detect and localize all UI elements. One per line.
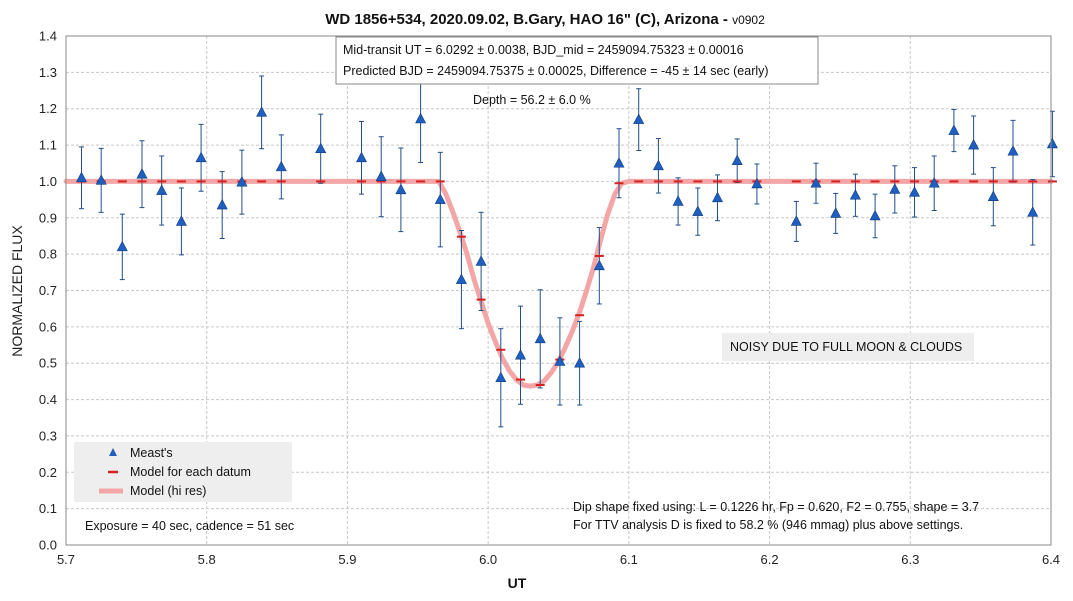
measured-point [692,205,704,216]
measured-point [1046,137,1058,149]
measured-point [95,174,107,185]
x-axis-label: UT [508,575,527,591]
x-tick-label: 6.0 [479,552,497,567]
measured-point [375,170,387,182]
measured-point [672,195,684,206]
shape-line-2: For TTV analysis D is fixed to 58.2 % (9… [573,518,963,532]
model-hires-layer [63,178,1054,389]
y-tick-labels: 0.0 0.1 0.2 0.3 0.4 0.5 0.6 0.7 0.8 0.9 1.0 1.1 1.2 1… [39,29,57,553]
measured-point [395,183,407,195]
noise-note-box [722,333,974,361]
measured-point [810,177,822,188]
measured-point [849,189,861,200]
measured-point [633,113,645,124]
x-tick-label: 6.4 [1042,552,1060,567]
measured-point [574,357,586,368]
legend-triangle-icon [109,448,117,456]
measured-point [315,142,327,154]
y-tick-label: 0.3 [39,428,57,443]
measured-point [475,255,487,266]
fit-line-2: Predicted BJD = 2459094.75375 ± 0.00025,… [343,64,769,78]
measured-point [175,215,187,226]
y-tick-label: 1.4 [39,29,57,44]
y-tick-label: 0.1 [39,501,57,516]
measured-point [455,273,467,284]
x-tick-label: 6.2 [761,552,779,567]
measured-point [515,349,527,360]
fit-results-box [335,36,819,85]
measured-point [712,191,724,203]
measured-points-layer [75,106,1058,383]
noise-note: NOISY DUE TO FULL MOON & CLOUDS [730,340,962,354]
x-tick-label: 5.8 [198,552,216,567]
y-tick-label: 0.9 [39,210,57,225]
measured-point [869,209,881,221]
measured-point [593,259,605,271]
measured-point [195,151,207,163]
depth-label: Depth = 56.2 ± 6.0 % [473,93,591,107]
measured-point [968,138,980,150]
x-tick-label: 6.1 [620,552,638,567]
x-tick-label: 5.9 [338,552,356,567]
measured-point [415,112,427,124]
measured-point [830,207,842,218]
measured-point [434,193,446,204]
y-tick-label: 0.2 [39,465,57,480]
legend-item-measured: Meast's [130,446,173,460]
measured-point [652,159,664,171]
measured-point [889,183,901,194]
measured-point [156,184,168,195]
measured-point [1007,145,1019,156]
y-tick-label: 1.1 [39,138,57,153]
y-tick-label: 0.7 [39,283,57,298]
y-tick-label: 0.4 [39,392,57,407]
y-tick-label: 1.3 [39,65,57,80]
measured-point [356,151,367,163]
chart-title: WD 1856+534, 2020.09.02, B.Gary, HAO 16"… [325,11,765,28]
measured-point [75,171,87,183]
measured-point [751,177,763,189]
x-tick-labels: 5.7 5.8 5.9 6.0 6.1 6.2 6.3 6.4 [57,552,1060,567]
y-tick-label: 0.8 [39,247,57,262]
measured-point [928,177,940,188]
measured-point [256,106,268,117]
shape-line-1: Dip shape fixed using: L = 0.1226 hr, Fp… [573,500,979,514]
fit-line-1: Mid-transit UT = 6.0292 ± 0.0038, BJD_mi… [343,43,744,57]
y-axis-label: NORMALIZED FLUX [9,225,25,357]
legend-item-model-hires: Model (hi res) [130,484,206,498]
exposure-note: Exposure = 40 sec, cadence = 51 sec [85,519,294,533]
legend-item-model-datum: Model for each datum [130,465,251,479]
x-tick-label: 6.3 [901,552,919,567]
y-tick-label: 0.0 [39,538,57,553]
legend: Meast's Model for each datum Model (hi r… [74,442,292,502]
measured-point [136,168,148,179]
chart-title-main: WD 1856+534, 2020.09.02, B.Gary, HAO 16"… [325,11,732,28]
measured-point [236,176,248,187]
measured-point [116,240,128,252]
measured-point [275,160,287,172]
measured-point [1027,206,1039,217]
model-hires-line [63,178,1054,389]
measured-point [613,157,625,168]
measured-point [534,332,546,344]
measured-point [216,198,228,210]
measured-point [948,124,960,135]
measured-point [790,215,802,226]
chart-title-version: v0902 [732,13,765,27]
y-tick-label: 0.5 [39,356,57,371]
y-tick-label: 1.0 [39,174,57,189]
y-tick-label: 0.6 [39,319,57,334]
measured-point [731,154,743,166]
x-tick-label: 5.7 [57,552,75,567]
y-tick-label: 1.2 [39,101,57,116]
measured-point [987,190,999,201]
measured-point [554,355,566,366]
measured-point [909,186,921,197]
plot-frame [65,35,1052,546]
measured-point [495,371,507,383]
